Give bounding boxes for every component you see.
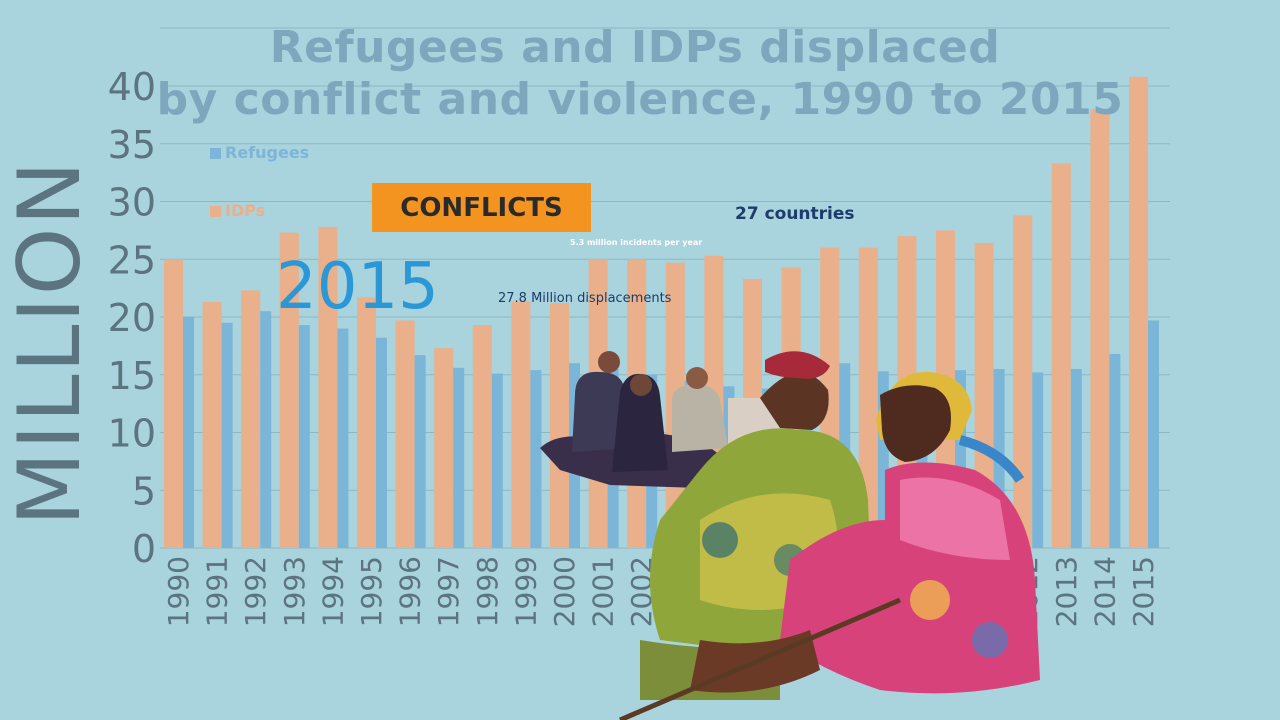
y-tick-label: 30 <box>108 181 156 225</box>
bar-refugees-2009 <box>916 373 928 548</box>
bar-idps-1998 <box>472 325 492 548</box>
bar-idps-1995 <box>357 297 376 548</box>
bar-refugees-2014 <box>1109 353 1121 548</box>
legend-swatch-refugees <box>210 148 221 159</box>
y-tick-label: 40 <box>108 65 156 109</box>
bar-idps-2000 <box>550 303 569 548</box>
bar-refugees-1994 <box>337 328 349 548</box>
bar-refugees-1999 <box>530 370 542 548</box>
bar-refugees-2012 <box>1032 372 1044 548</box>
x-tick-label: 1995 <box>355 556 388 627</box>
x-tick-label: 1999 <box>509 556 542 627</box>
bar-idps-2011 <box>974 243 994 548</box>
x-tick-label: 1997 <box>432 556 465 627</box>
x-tick-label: 1991 <box>201 556 234 627</box>
bar-refugees-1998 <box>491 373 503 548</box>
x-tick-label: 2015 <box>1127 556 1160 627</box>
bar-idps-1997 <box>434 348 454 548</box>
x-tick-label: 2000 <box>548 556 581 627</box>
x-tick-label: 2014 <box>1088 556 1121 627</box>
bar-refugees-1997 <box>453 367 465 548</box>
chart-title-line-2: by conflict and violence, 1990 to 2015 <box>156 74 1124 125</box>
displacements-caption: 27.8 Million displacements <box>498 291 672 306</box>
x-tick-label: 1998 <box>471 556 504 627</box>
bar-idps-1996 <box>395 320 415 548</box>
bar-idps-1999 <box>511 301 531 548</box>
bar-idps-1990 <box>164 259 183 548</box>
legend-label-idps: IDPs <box>225 201 266 220</box>
y-tick-label: 5 <box>132 469 156 513</box>
conflicts-banner: CONFLICTS <box>372 183 591 232</box>
legend-label-refugees: Refugees <box>225 143 310 162</box>
y-tick-label: 15 <box>108 354 156 398</box>
bar-idps-1991 <box>202 301 222 548</box>
bar-idps-2014 <box>1090 109 1110 548</box>
bar-idps-1992 <box>241 290 261 548</box>
bar-idps-1994 <box>318 226 338 548</box>
y-tick-label: 0 <box>132 527 156 571</box>
legend-item-refugees: Refugees <box>210 143 309 162</box>
bar-refugees-1990 <box>183 317 194 548</box>
bar-idps-2008 <box>858 247 878 548</box>
bar-idps-1993 <box>279 232 299 548</box>
x-tick-label: 1994 <box>316 556 349 627</box>
bar-refugees-2010 <box>955 370 966 548</box>
bar-refugees-1992 <box>260 311 272 548</box>
bar-idps-2015 <box>1129 76 1148 548</box>
family-group-figure <box>540 351 798 488</box>
bar-idps-2013 <box>1051 163 1071 548</box>
bar-refugees-2013 <box>1070 368 1082 548</box>
x-tick-label: 2001 <box>587 556 620 627</box>
bar-refugees-1991 <box>221 322 233 548</box>
x-tick-label: 1993 <box>278 556 311 627</box>
bar-refugees-1996 <box>414 355 426 548</box>
chart-title-line-1: Refugees and IDPs displaced <box>269 22 1001 73</box>
bar-idps-2012 <box>1013 215 1033 549</box>
bar-refugees-1993 <box>298 325 310 548</box>
legend-item-idps: IDPs <box>210 201 265 220</box>
incidents-caption: 5.3 million incidents per year <box>570 238 703 247</box>
legend-swatch-idps <box>210 206 221 217</box>
bar-refugees-1995 <box>376 337 387 548</box>
bar-refugees-2008 <box>877 371 889 548</box>
bar-refugees-2015 <box>1148 320 1159 548</box>
x-tick-label: 2013 <box>1050 556 1083 627</box>
y-tick-label: 20 <box>108 296 156 340</box>
woman-pink-wrap-figure <box>619 371 1040 720</box>
x-tick-label: 1992 <box>239 556 272 627</box>
y-tick-label: 35 <box>108 123 156 167</box>
countries-caption: 27 countries <box>735 204 855 224</box>
x-tick-label: 1996 <box>394 556 427 627</box>
y-tick-label: 25 <box>108 238 156 282</box>
x-tick-label: 1990 <box>162 556 195 627</box>
year-highlight: 2015 <box>276 250 439 324</box>
y-tick-label: 10 <box>108 412 156 456</box>
